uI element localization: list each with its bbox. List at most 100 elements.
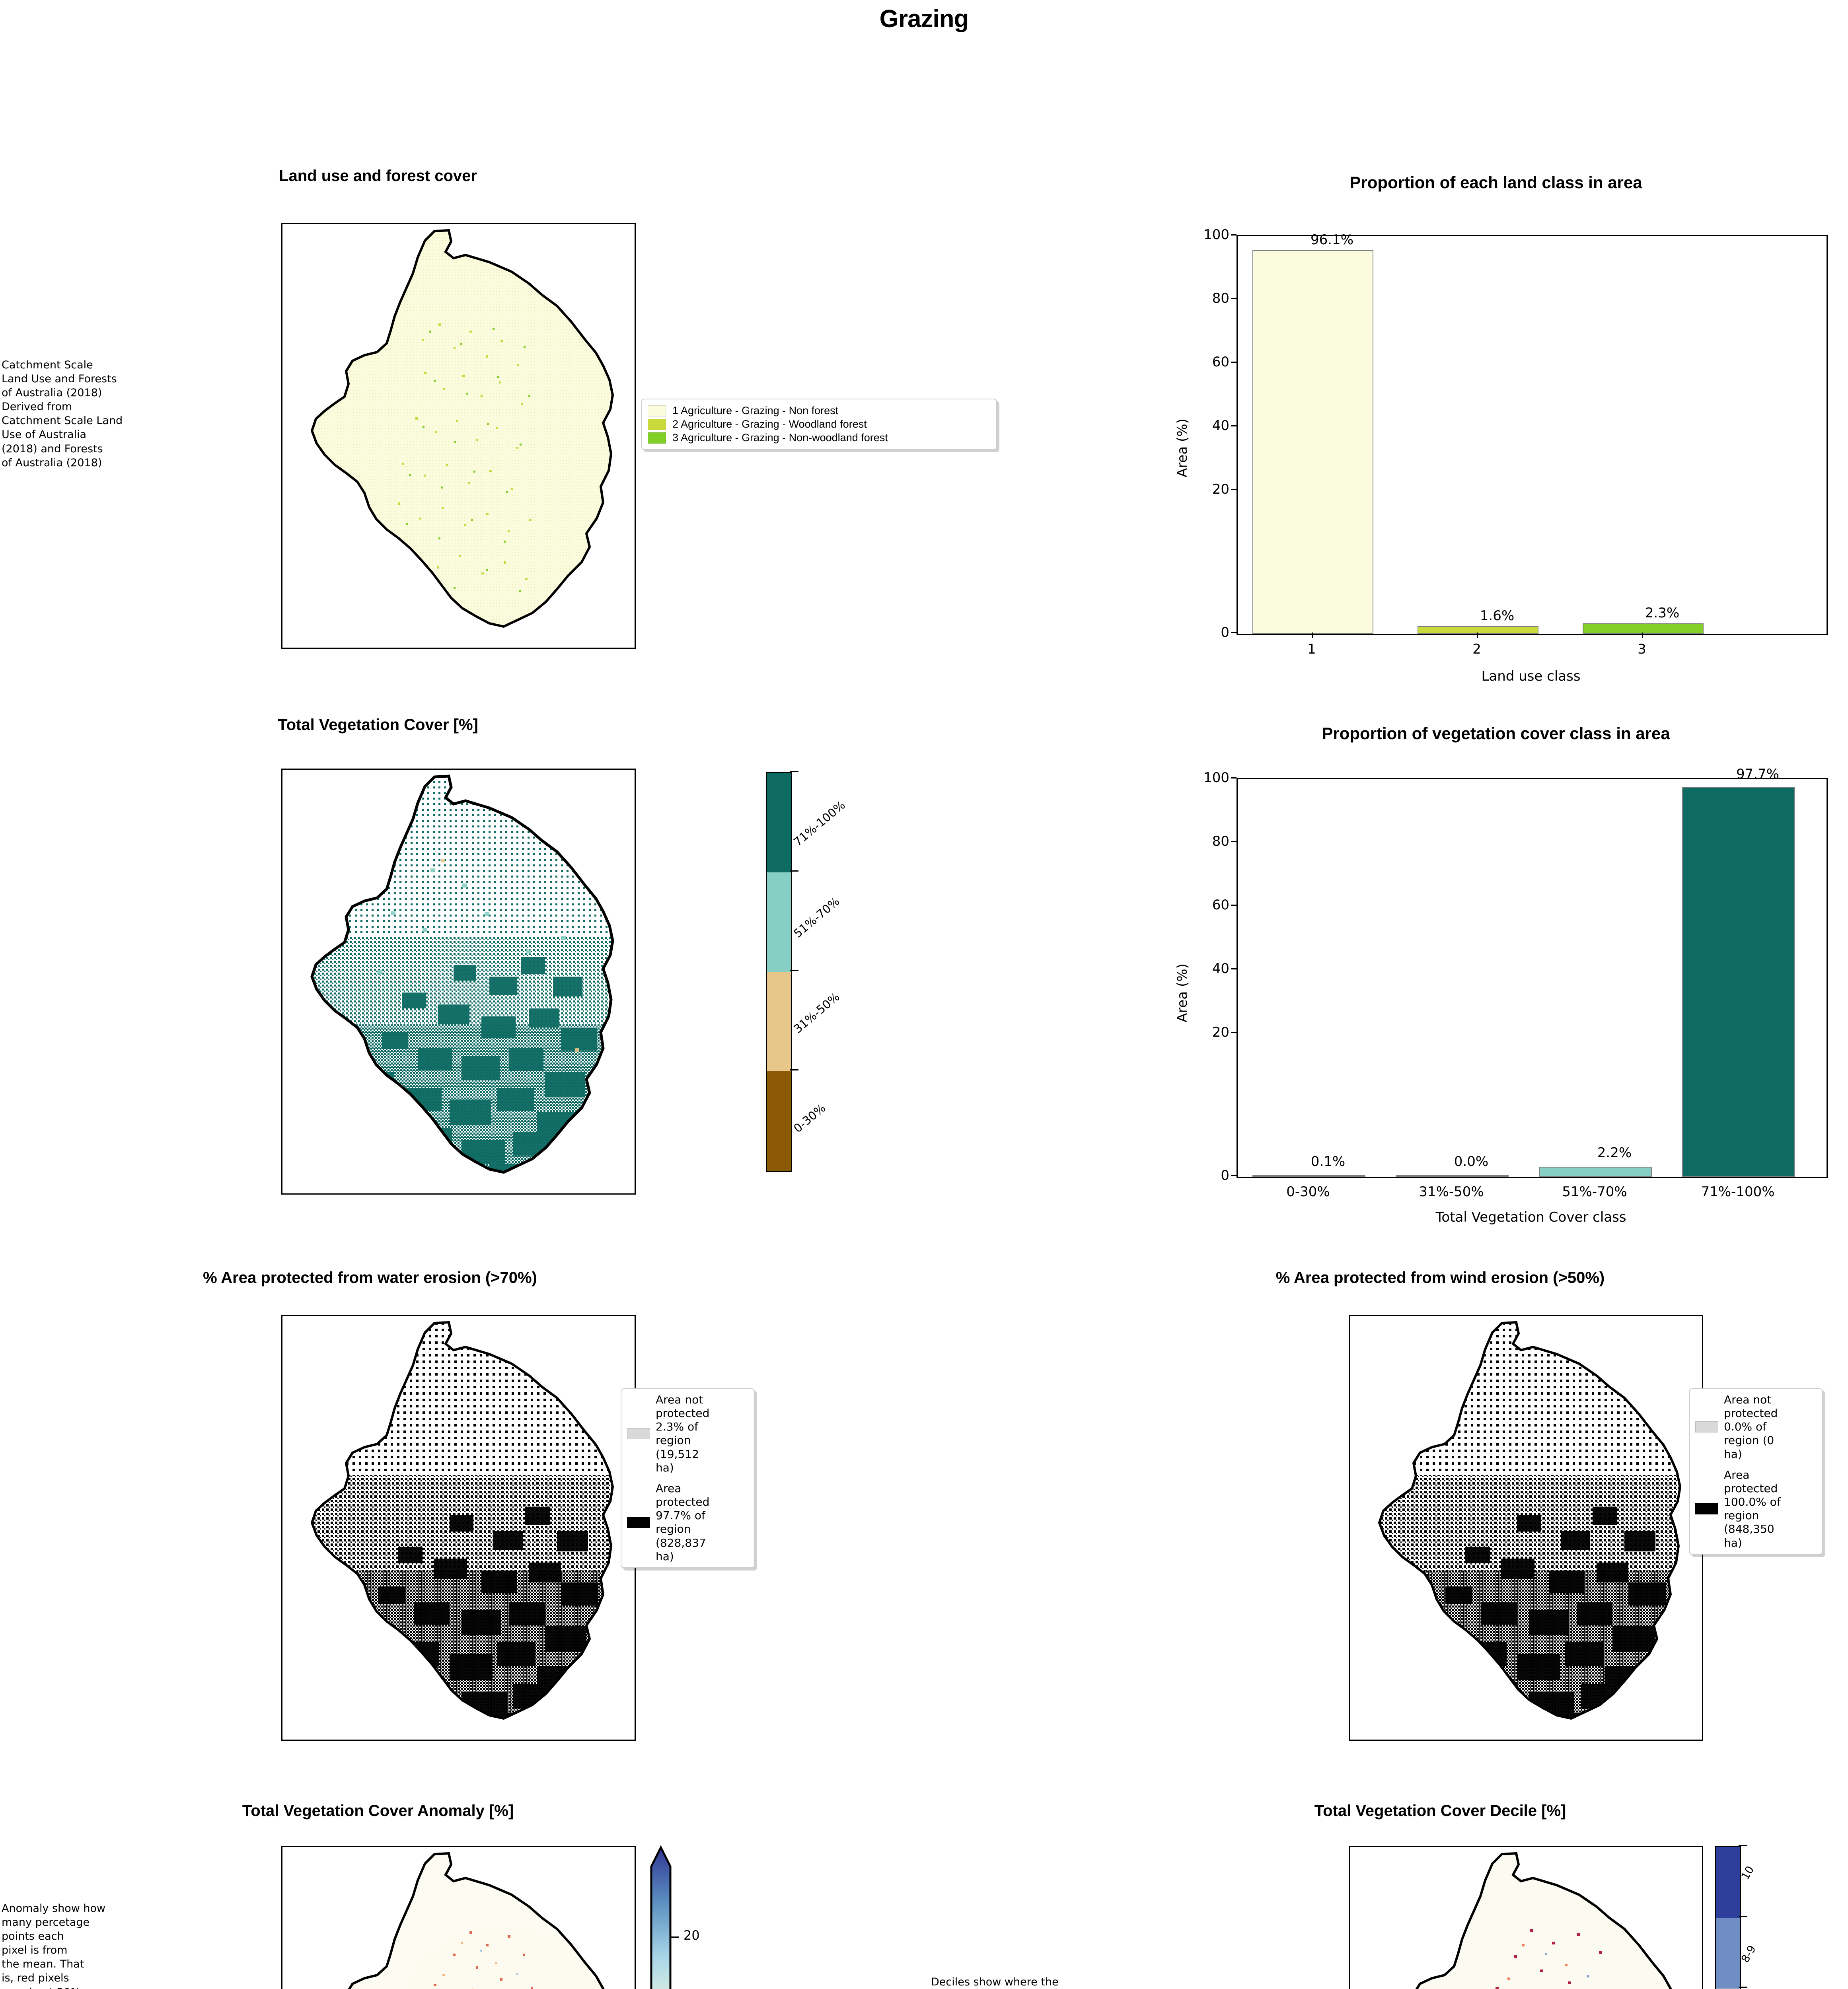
chart1-bar-3[interactable] xyxy=(1583,623,1704,634)
water-erosion-map[interactable] xyxy=(281,1315,636,1741)
veg-cover-panel-title: Total Vegetation Cover [%] xyxy=(278,716,478,734)
veg-cover-proportion-chart: Proportion of vegetation cover class in … xyxy=(1146,716,1846,1245)
chart1-y-tickmark xyxy=(1231,632,1237,633)
chart2-y-tickmark xyxy=(1231,905,1237,906)
chart1-y-tickmark xyxy=(1231,298,1237,299)
land-use-panel-title: Land use and forest cover xyxy=(279,167,477,185)
chart2-title: Proportion of vegetation cover class in … xyxy=(1322,724,1670,743)
chart2-bar-1[interactable] xyxy=(1252,1175,1365,1177)
chart1-x-tickmark xyxy=(1642,633,1643,638)
decile-cbar-segment-10 xyxy=(1716,1847,1740,1918)
water-erosion-panel-title: % Area protected from water erosion (>70… xyxy=(203,1269,537,1286)
water-erosion-map-svg xyxy=(310,1321,614,1720)
wind-erosion-map[interactable] xyxy=(1349,1315,1703,1741)
anomaly-cbar-label-20: 20 xyxy=(684,1928,700,1943)
chart1-y-tick: 40 xyxy=(1212,418,1229,434)
legend-swatch-class-1 xyxy=(648,405,666,416)
chart1-y-tickmark xyxy=(1231,362,1237,363)
chart2-y-tick: 20 xyxy=(1212,1024,1229,1040)
legend-swatch-class-2 xyxy=(648,418,666,430)
cbar-segment-71-100 xyxy=(767,773,791,872)
land-use-source-note: Catchment Scale Land Use and Forests of … xyxy=(2,359,123,469)
chart2-y-tick: 100 xyxy=(1203,770,1229,786)
chart1-y-tick: 80 xyxy=(1212,290,1229,306)
legend-row: 1 Agriculture - Grazing - Non forest xyxy=(648,405,991,417)
legend-row: Area not protected 0.0% of region (0 ha) xyxy=(1695,1393,1817,1461)
legend-row: 3 Agriculture - Grazing - Non-woodland f… xyxy=(648,432,991,444)
map-tick xyxy=(577,648,578,649)
chart1-x-tick: 1 xyxy=(1307,641,1316,657)
map-tick xyxy=(281,498,282,500)
legend-swatch-protected xyxy=(1695,1503,1718,1515)
map-tick xyxy=(281,945,282,946)
legend-swatch-protected xyxy=(627,1517,650,1528)
chart2-x-tick: 0-30% xyxy=(1286,1184,1330,1200)
legend-label-protected: Area protected 100.0% of region (848,350… xyxy=(1724,1468,1781,1549)
chart2-bar-3[interactable] xyxy=(1539,1167,1652,1177)
chart2-y-tickmark xyxy=(1231,968,1237,969)
chart2-bar-4[interactable] xyxy=(1682,787,1795,1177)
map-tick xyxy=(338,648,339,649)
chart1-x-tick: 3 xyxy=(1638,641,1646,657)
cbar-label-51-70: 51%-70% xyxy=(791,894,842,940)
map-tick xyxy=(281,339,282,341)
land-use-legend: 1 Agriculture - Grazing - Non forest 2 A… xyxy=(641,399,997,450)
chart2-bar-label-4: 97.7% xyxy=(1736,766,1779,782)
wind-erosion-legend: Area not protected 0.0% of region (0 ha)… xyxy=(1689,1388,1823,1555)
page-title: Grazing xyxy=(879,5,969,33)
land-use-map[interactable] xyxy=(281,223,636,649)
decile-cbar-segment-8-9 xyxy=(1716,1918,1740,1989)
chart2-bar-label-2: 0.0% xyxy=(1454,1154,1489,1170)
chart1-y-tick: 20 xyxy=(1212,481,1229,497)
chart1-title: Proportion of each land class in area xyxy=(1349,173,1642,192)
chart2-y-tickmark xyxy=(1231,1032,1237,1033)
chart2-x-tick: 71%-100% xyxy=(1701,1184,1775,1200)
map-tick xyxy=(281,419,282,420)
legend-label-class-2: 2 Agriculture - Grazing - Woodland fores… xyxy=(672,418,867,430)
decile-cbar-tickmark xyxy=(1739,1845,1747,1846)
decile-colorbar xyxy=(1715,1846,1741,1989)
water-erosion-legend: Area not protected 2.3% of region (19,51… xyxy=(621,1388,755,1568)
chart1-y-tick: 60 xyxy=(1212,354,1229,370)
land-class-proportion-chart: Proportion of each land class in area Ar… xyxy=(1146,159,1846,696)
chart1-y-tickmark xyxy=(1231,425,1237,426)
chart2-y-tickmark xyxy=(1231,841,1237,842)
chart2-bar-2[interactable] xyxy=(1396,1175,1509,1177)
chart1-y-tick: 0 xyxy=(1221,625,1229,640)
chart2-y-tickmark xyxy=(1231,1175,1237,1176)
chart2-bar-label-3: 2.2% xyxy=(1597,1145,1632,1161)
chart2-bar-label-1: 0.1% xyxy=(1311,1154,1346,1170)
chart1-x-tickmark xyxy=(1477,633,1478,638)
decile-cbar-label-10: 10 xyxy=(1739,1864,1757,1882)
decile-map[interactable] xyxy=(1349,1846,1703,1989)
anomaly-note: Anomaly show how many percetage points e… xyxy=(2,1902,106,1989)
veg-cover-map[interactable] xyxy=(281,769,636,1195)
veg-cover-map-svg xyxy=(310,775,614,1174)
legend-label-protected: Area protected 97.7% of region (828,837 … xyxy=(656,1481,710,1563)
chart1-bar-2[interactable] xyxy=(1418,626,1538,634)
chart2-y-tick: 0 xyxy=(1221,1168,1229,1183)
cbar-segment-31-50 xyxy=(767,972,791,1071)
chart1-bar-1[interactable] xyxy=(1252,250,1373,634)
decile-panel-title: Total Vegetation Cover Decile [%] xyxy=(1314,1802,1566,1820)
anomaly-map-svg xyxy=(312,1852,613,1989)
chart1-x-axis-label: Land use class xyxy=(1481,668,1581,684)
chart1-y-tick: 100 xyxy=(1203,227,1229,243)
decile-note: Deciles show where the pixel value lies … xyxy=(931,1976,1059,1988)
decile-map-svg xyxy=(1379,1852,1680,1989)
legend-row: Area protected 97.7% of region (828,837 … xyxy=(627,1482,748,1563)
wind-erosion-map-svg xyxy=(1378,1321,1682,1720)
legend-swatch-not-protected xyxy=(627,1428,650,1440)
decile-cbar-tickmark xyxy=(1739,1916,1747,1917)
chart1-y-tickmark xyxy=(1231,234,1237,235)
legend-row: Area protected 100.0% of region (848,350… xyxy=(1695,1468,1817,1550)
legend-swatch-not-protected xyxy=(1695,1421,1718,1433)
legend-label-not-protected: Area not protected 2.3% of region (19,51… xyxy=(656,1393,710,1474)
legend-swatch-class-3 xyxy=(648,432,666,444)
chart2-x-tick: 31%-50% xyxy=(1419,1184,1484,1200)
veg-cover-colorbar xyxy=(766,772,792,1172)
anomaly-map[interactable] xyxy=(281,1846,636,1989)
land-use-map-svg xyxy=(310,229,614,628)
chart1-x-tickmark xyxy=(1312,633,1313,638)
anomaly-cbar-tickmark xyxy=(670,1936,679,1938)
